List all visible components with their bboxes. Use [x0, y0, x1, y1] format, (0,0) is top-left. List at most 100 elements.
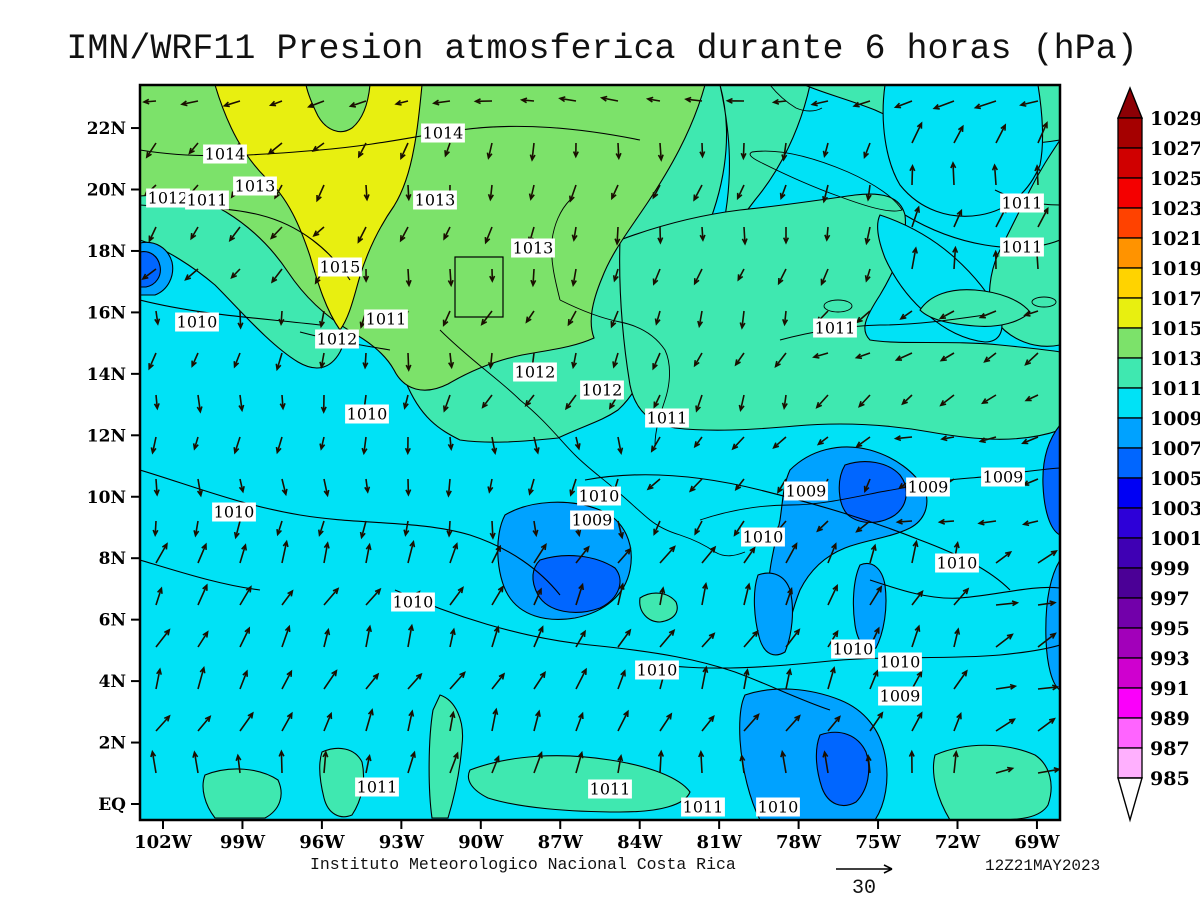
contour-label-chip: [391, 592, 435, 612]
colorbar-segment: [1117, 537, 1143, 569]
wind-arrow: [646, 478, 661, 491]
contour-label-chip: [981, 467, 1025, 487]
wind-arrow: [399, 226, 409, 243]
x-axis-label: 96W: [299, 832, 345, 853]
wind-arrow: [911, 670, 923, 690]
colorbar-segment: [1117, 597, 1143, 629]
wind-arrow: [239, 669, 248, 690]
contour-label-chip: [906, 477, 950, 497]
wind-arrow: [940, 435, 955, 442]
wind-arrow: [484, 226, 493, 245]
contour-label-value: 1010: [637, 661, 678, 680]
wind-arrow: [239, 585, 252, 606]
reference-vector: 30: [836, 864, 893, 900]
wind-arrow: [281, 539, 289, 564]
wind-arrow: [275, 436, 283, 455]
contour-label-chip: [1000, 193, 1044, 213]
colorbar-segment: [1117, 357, 1143, 389]
contour-label-chip: [175, 312, 219, 332]
wind-arrow: [197, 630, 209, 648]
contour-label-chip: [813, 318, 857, 338]
colorbar-level-label: 1005: [1150, 468, 1200, 490]
map-plot-area: 1014101210111013101510141013101310121011…: [138, 83, 1062, 822]
wind-arrow: [449, 671, 466, 690]
wind-arrow: [442, 310, 451, 327]
colorbar: 1029 1027 1025 1023 1021 1019 1017 1015 1013 1011…: [1116, 86, 1200, 823]
wind-arrow: [567, 310, 577, 327]
wind-arrow: [491, 755, 500, 774]
x-axis-label: 102W: [134, 832, 193, 853]
pressure-band-1005-1007: [838, 461, 907, 524]
wind-arrow: [822, 142, 829, 159]
wind-arrow: [281, 669, 293, 690]
wind-arrow: [489, 520, 496, 540]
contour-label-chip: [577, 486, 621, 506]
wind-arrow: [908, 749, 915, 774]
wind-arrow: [995, 766, 1015, 774]
pressure-band-1015-1017: [214, 85, 423, 331]
wind-arrow: [278, 749, 285, 774]
colorbar-segment: [1117, 387, 1143, 419]
pressure-band-1011-1013-south: [467, 755, 691, 813]
contour-label-chip: [355, 777, 399, 797]
wind-arrow: [895, 518, 913, 525]
wind-arrow: [911, 624, 921, 648]
wind-arrow: [533, 625, 544, 648]
contour-label-chip: [413, 190, 457, 210]
wind-arrow: [1024, 352, 1039, 366]
colorbar-level-label: 1001: [1150, 528, 1200, 550]
wind-arrow: [533, 751, 543, 774]
y-axis-label: 16N: [87, 303, 126, 323]
wind-arrow: [816, 436, 829, 446]
wind-arrow: [278, 310, 285, 326]
x-axis-label: 75W: [855, 832, 901, 853]
wind-arrow: [489, 268, 496, 283]
wind-arrow: [953, 627, 961, 648]
contour-label-value: 1011: [1002, 194, 1043, 213]
wind-arrow: [617, 436, 624, 455]
wind-arrow: [688, 478, 703, 493]
wind-arrow: [348, 100, 367, 108]
colorbar-level-label: 997: [1150, 588, 1190, 610]
wind-arrow: [405, 352, 412, 372]
wind-arrow: [693, 352, 703, 368]
coastline-florida: [769, 85, 823, 112]
colorbar-segment: [1117, 297, 1143, 329]
colorbar-level-label: 1017: [1150, 288, 1200, 310]
wind-arrow: [617, 709, 629, 732]
wind-arrow: [365, 624, 372, 648]
wind-arrow: [610, 310, 619, 329]
wind-arrow: [357, 226, 367, 244]
wind-arrow: [865, 184, 872, 202]
wind-arrow: [771, 98, 787, 105]
pressure-band-1011-1013-south: [428, 694, 464, 819]
x-axis: 102W 99W 96W 93W 90W 87W 84W 81W 78W 75W 72W 69W: [134, 820, 1060, 853]
wind-arrow: [180, 100, 199, 107]
x-axis-label: 90W: [458, 832, 504, 853]
wind-arrow: [449, 627, 456, 648]
contour-label-value: 1010: [177, 313, 218, 332]
wind-arrow: [858, 394, 871, 408]
wind-arrow: [449, 586, 464, 606]
wind-arrow: [854, 352, 871, 360]
colorbar-level-label: 1009: [1150, 408, 1200, 430]
contour-label-value: 1012: [582, 381, 623, 400]
colorbar-segment: [1117, 207, 1143, 239]
wind-arrow: [405, 184, 412, 202]
wind-arrow: [815, 394, 829, 409]
colorbar-segment: [1117, 417, 1143, 449]
wind-arrow: [571, 268, 577, 287]
contour-label-value: 1010: [937, 554, 978, 573]
wind-arrow: [725, 97, 745, 104]
wind-arrow: [529, 142, 536, 162]
wind-arrow: [239, 626, 251, 648]
wind-arrow: [981, 394, 997, 405]
wind-arrow: [222, 100, 241, 108]
wind-arrow: [698, 750, 705, 774]
pressure-band-1005-1007: [1042, 424, 1060, 536]
wind-arrow: [772, 436, 787, 449]
contour-label-chip: [784, 481, 828, 501]
contour-label-value: 1013: [415, 191, 456, 210]
wind-arrow: [865, 754, 872, 774]
